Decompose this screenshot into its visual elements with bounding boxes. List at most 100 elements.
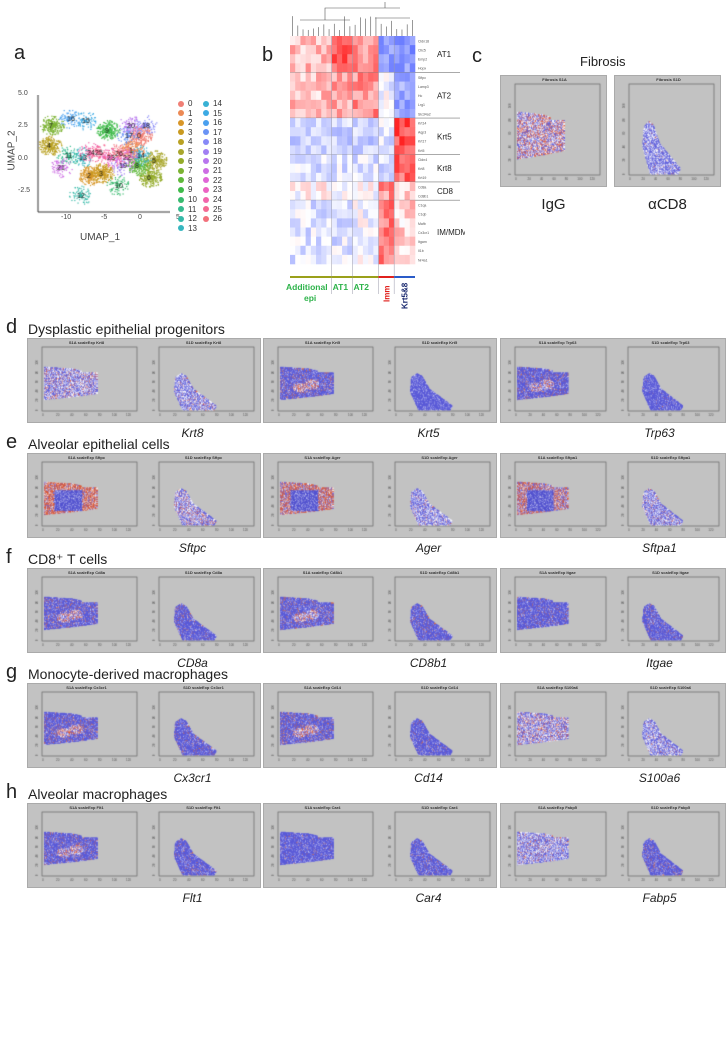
heatmap-cell	[347, 154, 353, 164]
legend-label: 11	[188, 204, 197, 214]
gene-label: Trp63	[644, 426, 675, 440]
row-title: CD8⁺ T cells	[28, 551, 108, 567]
heatmap-cell	[388, 36, 395, 46]
legend-item: 8	[178, 176, 192, 185]
umap-xtick: 0	[138, 214, 142, 221]
heatmap-cell	[300, 99, 306, 110]
heatmap-cell	[300, 81, 306, 92]
gene-label: Sftpc	[178, 541, 207, 555]
heatmap-cell	[378, 163, 385, 174]
heatmap-cell	[368, 218, 374, 228]
heatmap-cell	[404, 172, 411, 183]
heatmap-cell	[310, 245, 317, 256]
heatmap-cell	[388, 136, 395, 146]
heatmap-cell	[310, 45, 317, 55]
heatmap-cell	[399, 54, 405, 64]
gene-label: Lamp3	[418, 85, 429, 89]
heatmap-cell	[378, 54, 385, 64]
heatmap-cell	[290, 191, 296, 201]
heatmap-cell	[342, 236, 348, 247]
spatial-plot-canvas	[264, 684, 381, 767]
heatmap-cell	[378, 218, 385, 228]
spatial-plot-canvas	[614, 339, 727, 422]
heatmap-cell	[326, 145, 332, 155]
spatial-plot: S1A scaleExp Cd8b1	[264, 569, 381, 652]
heatmap-cell	[373, 127, 379, 137]
heatmap-cell	[352, 245, 359, 256]
heatmap-cell	[399, 181, 405, 192]
heatmap-cell	[336, 81, 343, 92]
heatmap-cell	[404, 245, 411, 256]
heatmap-cell	[399, 209, 405, 219]
heatmap-cell	[347, 118, 353, 128]
gene-label: Krt14	[418, 121, 426, 125]
heatmap-cell	[388, 72, 395, 82]
legend-item: 25	[203, 205, 222, 214]
heatmap-cell	[290, 154, 296, 164]
heatmap-cell	[342, 218, 348, 228]
gene-label: C1qa	[418, 204, 426, 208]
heatmap-cell	[404, 209, 411, 219]
heatmap-cell	[383, 172, 390, 183]
legend-label: 16	[213, 118, 222, 128]
heatmap-cell	[368, 72, 374, 82]
heatmap-cell	[373, 63, 379, 73]
heatmap-cell	[326, 245, 332, 256]
gene-plot-group: S1A scaleExp Trp63S1D scaleExp Trp63	[500, 338, 727, 423]
heatmap-cell	[352, 227, 359, 237]
heatmap-cell	[394, 200, 400, 210]
heatmap-cell	[388, 108, 395, 119]
heatmap-cell	[409, 163, 416, 174]
spatial-plot-canvas	[614, 454, 727, 537]
heatmap-cell	[362, 45, 369, 55]
heatmap-cell	[290, 108, 296, 119]
heatmap-cell	[347, 227, 353, 237]
spatial-plot: S1A scaleExp S100a6	[501, 684, 614, 767]
gene-label: Ager	[415, 541, 442, 555]
heatmap-cell	[362, 209, 369, 219]
heatmap-cell	[321, 209, 327, 219]
row-group-label: IM/MDM	[437, 228, 465, 237]
heatmap-cell	[368, 45, 374, 55]
heatmap-cell	[316, 200, 322, 210]
heatmap-cell	[316, 127, 322, 137]
heatmap-cell	[399, 81, 405, 92]
heatmap-cell	[404, 191, 411, 201]
heatmap-cell	[290, 172, 296, 183]
heatmap-cell	[326, 227, 332, 237]
heatmap-cell	[378, 209, 385, 219]
heatmap-cell	[357, 45, 364, 55]
legend-label: 4	[188, 137, 193, 147]
heatmap-cell	[409, 218, 416, 228]
legend-item: 0	[178, 99, 192, 108]
gene-label: Itgam	[418, 240, 427, 244]
gene-label: Krt17	[418, 140, 426, 144]
heatmap-cell	[347, 90, 353, 101]
heatmap-cell	[305, 45, 312, 55]
spatial-plot: S1D scaleExp Flt1	[145, 804, 262, 887]
heatmap-cell	[357, 118, 364, 128]
heatmap-cell	[404, 36, 411, 46]
heatmap-cell	[394, 236, 400, 247]
heatmap-cell	[399, 145, 405, 155]
legend-label: 0	[188, 99, 193, 108]
heatmap-cell	[394, 209, 400, 219]
heatmap-cell	[300, 145, 306, 155]
heatmap-cell	[321, 127, 327, 137]
heatmap-cell	[404, 90, 411, 101]
heatmap-cell	[388, 191, 395, 201]
heatmap-cell	[352, 236, 359, 247]
heatmap-cell	[305, 81, 312, 92]
heatmap-cell	[357, 99, 364, 110]
heatmap-cell	[378, 99, 385, 110]
heatmap-cell	[383, 36, 390, 46]
col-group-label: Imm	[382, 286, 391, 302]
heatmap: Cldn18 Clic5 Emp2 Hopx AT1 Sftpc Lamp3 Hc Lrg1 Sl…	[286, 2, 465, 309]
heatmap-cell	[290, 63, 296, 73]
spatial-plot: S1D scaleExp Cx3cr1	[145, 684, 262, 767]
heatmap-cell	[331, 191, 338, 201]
heatmap-cell	[336, 127, 343, 137]
heatmap-cell	[305, 108, 312, 119]
heatmap-cell	[357, 236, 364, 247]
heatmap-cell	[347, 163, 353, 174]
